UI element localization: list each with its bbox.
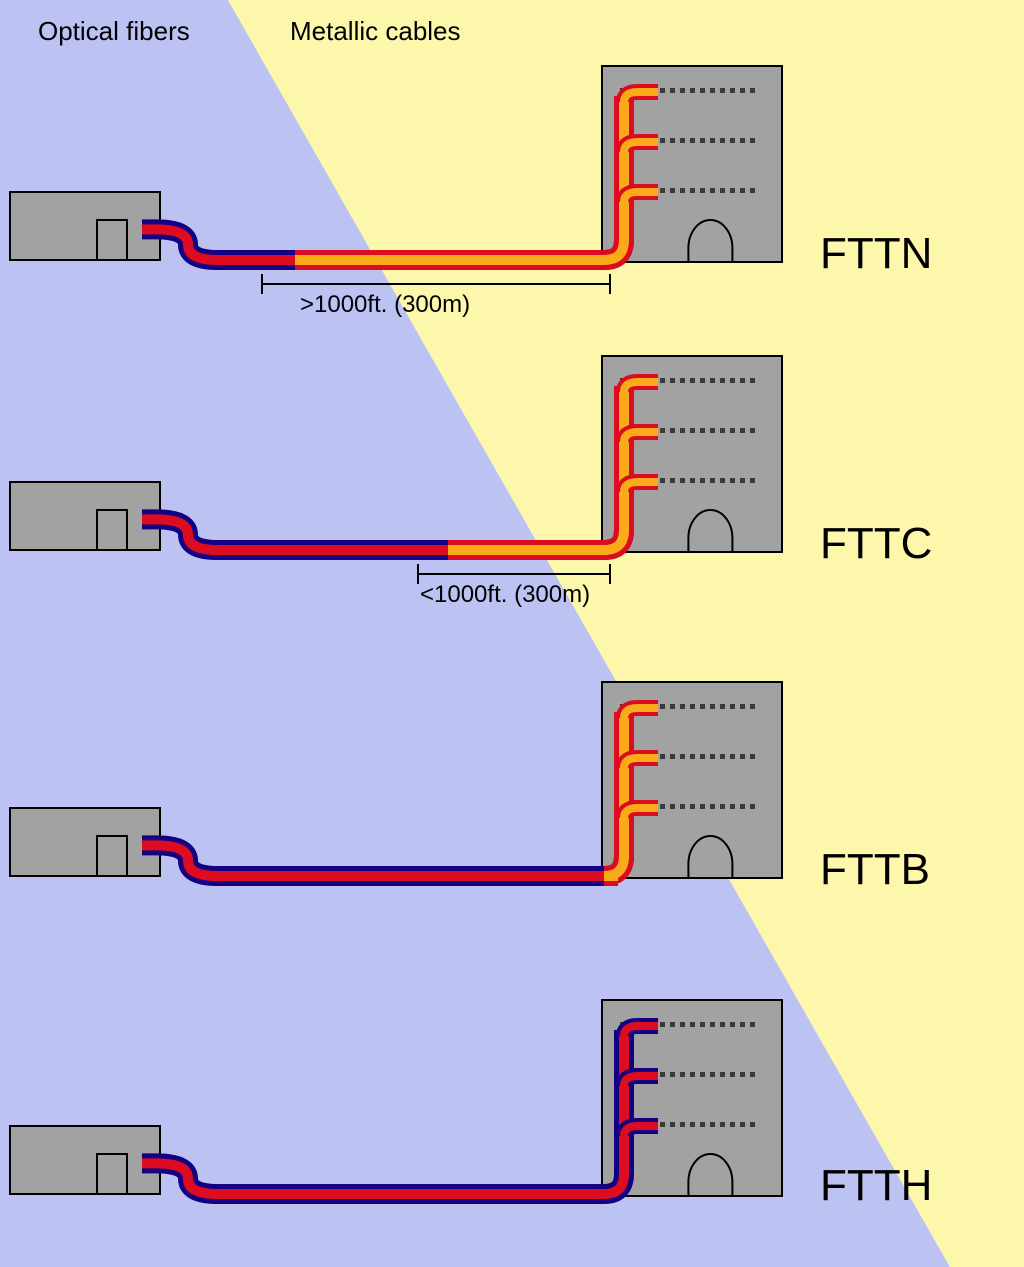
central-office-ftth (10, 1126, 160, 1194)
acronym-ftth: FTTH (820, 1161, 932, 1210)
acronym-fttn: FTTN (820, 229, 932, 278)
diagram-stage: Optical fibers Metallic cables FTTN >1000ft… (0, 0, 1024, 1267)
header-metallic: Metallic cables (290, 16, 461, 46)
header-optical: Optical fibers (38, 16, 190, 46)
acronym-fttb: FTTB (820, 845, 930, 894)
measure-label-fttc: <1000ft. (300m) (420, 581, 590, 608)
acronym-fttc: FTTC (820, 519, 932, 568)
central-office-fttb (10, 808, 160, 876)
measure-label-fttn: >1000ft. (300m) (300, 291, 470, 318)
central-office-fttn (10, 192, 160, 260)
central-office-fttc (10, 482, 160, 550)
